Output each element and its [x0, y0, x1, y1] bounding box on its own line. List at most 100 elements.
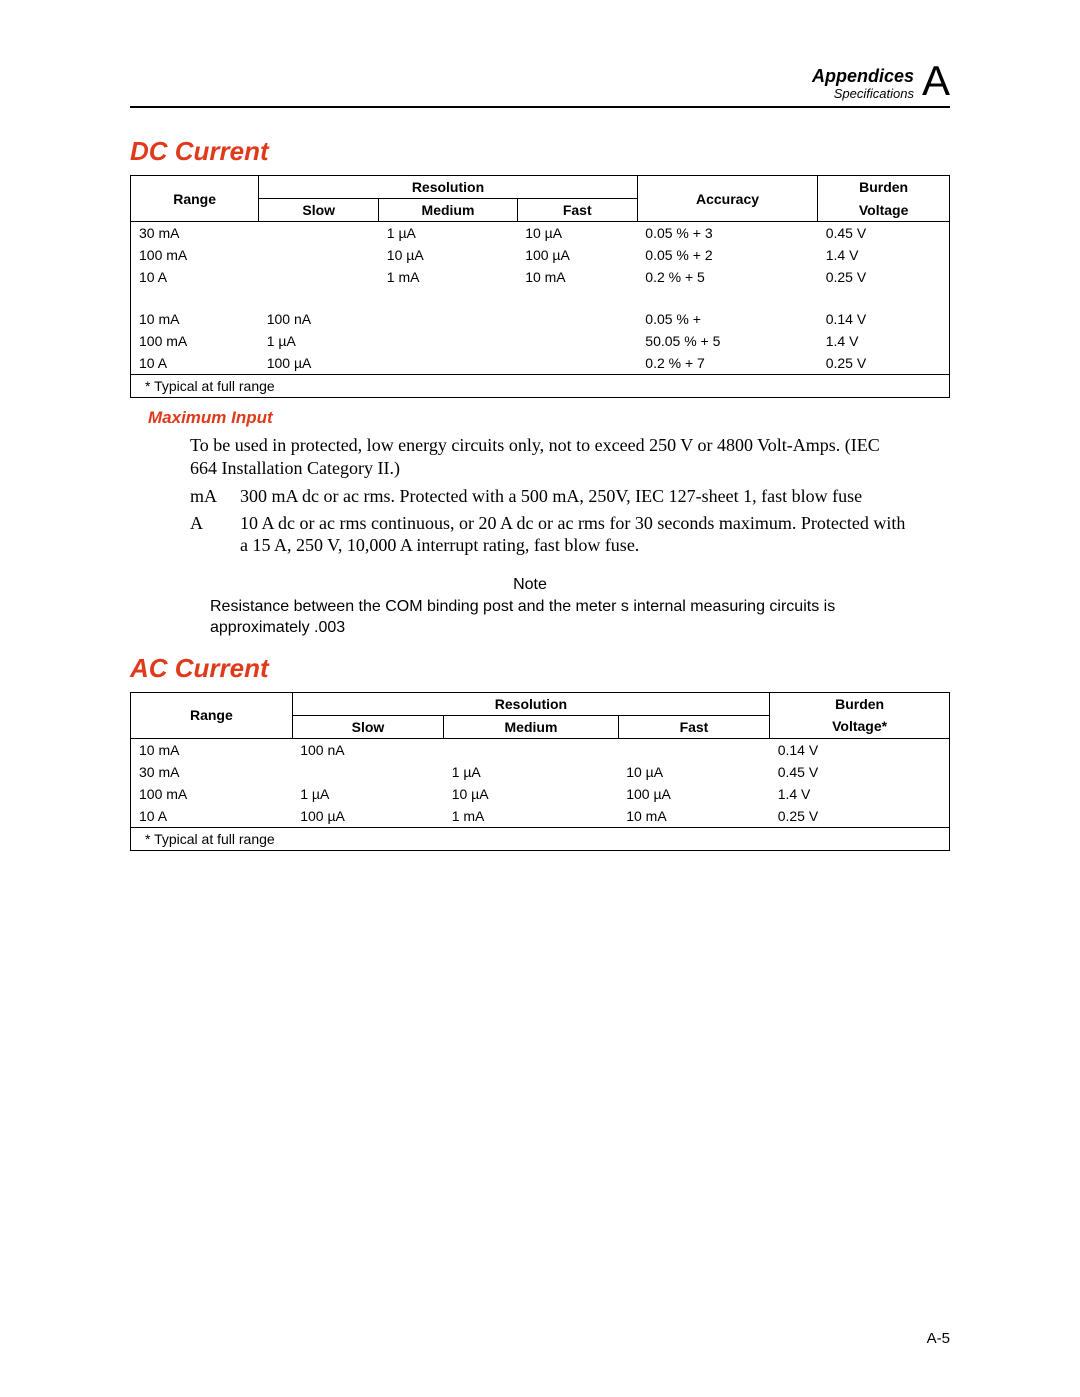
table-row: 10 A 100 µA 1 mA 10 mA 0.25 V: [131, 805, 950, 828]
table-row: 10 mA 100 nA 0.14 V: [131, 738, 950, 761]
max-input-intro: To be used in protected, low energy circ…: [190, 434, 910, 479]
max-input-A-row: A 10 A dc or ac rms continuous, or 20 A …: [190, 512, 910, 557]
cell: 1 µA: [444, 761, 619, 783]
cell: 1 µA: [379, 222, 517, 245]
cell: 1 mA: [444, 805, 619, 828]
table-row: 10 A 1 mA 10 mA 0.2 % + 5 0.25 V: [131, 266, 950, 288]
def-text: 10 A dc or ac rms continuous, or 20 A dc…: [240, 512, 910, 557]
cell: 10 mA: [618, 805, 769, 828]
note-text: Resistance between the COM binding post …: [210, 597, 850, 639]
cell: [259, 244, 379, 266]
cell: 10 mA: [131, 308, 259, 330]
cell: 10 µA: [517, 222, 637, 245]
cell: 100 nA: [259, 308, 379, 330]
cell: [517, 308, 637, 330]
cell: [517, 330, 637, 352]
header-text-block: Appendices Specifications: [812, 66, 914, 102]
cell: 50.05 % + 5: [637, 330, 817, 352]
col-slow: Slow: [292, 715, 443, 738]
cell: 100 µA: [517, 244, 637, 266]
max-input-mA-row: mA 300 mA dc or ac rms. Protected with a…: [190, 485, 910, 508]
cell: 1.4 V: [818, 244, 950, 266]
cell: 10 A: [131, 805, 293, 828]
cell: [379, 352, 517, 375]
table-row: 100 mA 1 µA 50.05 % + 5 1.4 V: [131, 330, 950, 352]
col-voltage: Voltage: [818, 199, 950, 222]
note-label: Note: [210, 575, 850, 596]
cell: 0.45 V: [770, 761, 950, 783]
col-burden: Burden: [770, 692, 950, 715]
table-footnote: * Typical at full range: [131, 375, 950, 398]
col-medium: Medium: [379, 199, 517, 222]
cell: 10 mA: [517, 266, 637, 288]
cell: 100 mA: [131, 783, 293, 805]
cell: 30 mA: [131, 222, 259, 245]
cell: 10 A: [131, 266, 259, 288]
table-row: 10 mA 100 nA 0.05 % + 0.14 V: [131, 308, 950, 330]
cell: 100 µA: [292, 805, 443, 828]
appendix-letter: A: [922, 60, 950, 102]
cell: 30 mA: [131, 761, 293, 783]
table-row: 100 mA 1 µA 10 µA 100 µA 1.4 V: [131, 783, 950, 805]
col-accuracy: Accuracy: [637, 176, 817, 222]
cell: 0.2 % + 5: [637, 266, 817, 288]
specifications-label: Specifications: [812, 87, 914, 102]
ac-current-title: AC Current: [130, 653, 950, 684]
col-range: Range: [131, 176, 259, 222]
col-slow: Slow: [259, 199, 379, 222]
col-range: Range: [131, 692, 293, 738]
table-row-spacer: [131, 288, 950, 308]
cell: 0.2 % + 7: [637, 352, 817, 375]
cell: 0.05 % + 3: [637, 222, 817, 245]
note-block: Note Resistance between the COM binding …: [210, 575, 850, 639]
cell: 0.14 V: [818, 308, 950, 330]
ac-current-table: Range Resolution Burden Slow Medium Fast…: [130, 692, 950, 851]
col-fast: Fast: [517, 199, 637, 222]
page-number: A-5: [927, 1330, 950, 1347]
appendices-label: Appendices: [812, 66, 914, 87]
cell: [618, 738, 769, 761]
cell: 10 µA: [379, 244, 517, 266]
def-label: mA: [190, 485, 240, 508]
dc-current-table: Range Resolution Accuracy Burden Slow Me…: [130, 175, 950, 398]
cell: [379, 330, 517, 352]
cell: [444, 738, 619, 761]
table-row: 10 A 100 µA 0.2 % + 7 0.25 V: [131, 352, 950, 375]
cell: [259, 222, 379, 245]
table-row: 30 mA 1 µA 10 µA 0.45 V: [131, 761, 950, 783]
cell: 0.25 V: [818, 266, 950, 288]
table-row: 30 mA 1 µA 10 µA 0.05 % + 3 0.45 V: [131, 222, 950, 245]
dc-current-title: DC Current: [130, 136, 950, 167]
cell: 1 µA: [259, 330, 379, 352]
cell: 0.05 % +: [637, 308, 817, 330]
col-burden: Burden: [818, 176, 950, 199]
col-resolution: Resolution: [259, 176, 638, 199]
def-label: A: [190, 512, 240, 557]
table-footnote-row: * Typical at full range: [131, 827, 950, 850]
cell: 0.25 V: [770, 805, 950, 828]
cell: [292, 761, 443, 783]
cell: 1.4 V: [770, 783, 950, 805]
cell: 100 mA: [131, 330, 259, 352]
col-resolution: Resolution: [292, 692, 770, 715]
table-footnote: * Typical at full range: [131, 827, 950, 850]
table-footnote-row: * Typical at full range: [131, 375, 950, 398]
table-row: 100 mA 10 µA 100 µA 0.05 % + 2 1.4 V: [131, 244, 950, 266]
cell: 1 µA: [292, 783, 443, 805]
cell: 10 µA: [444, 783, 619, 805]
page-header: Appendices Specifications A: [130, 60, 950, 108]
cell: 1.4 V: [818, 330, 950, 352]
cell: 10 A: [131, 352, 259, 375]
page: Appendices Specifications A DC Current R…: [0, 0, 1080, 1397]
col-fast: Fast: [618, 715, 769, 738]
cell: [259, 266, 379, 288]
cell: 0.05 % + 2: [637, 244, 817, 266]
cell: 10 µA: [618, 761, 769, 783]
cell: [517, 352, 637, 375]
cell: 10 mA: [131, 738, 293, 761]
cell: 100 µA: [618, 783, 769, 805]
cell: [379, 308, 517, 330]
col-medium: Medium: [444, 715, 619, 738]
maximum-input-title: Maximum Input: [148, 408, 950, 428]
cell: 0.14 V: [770, 738, 950, 761]
